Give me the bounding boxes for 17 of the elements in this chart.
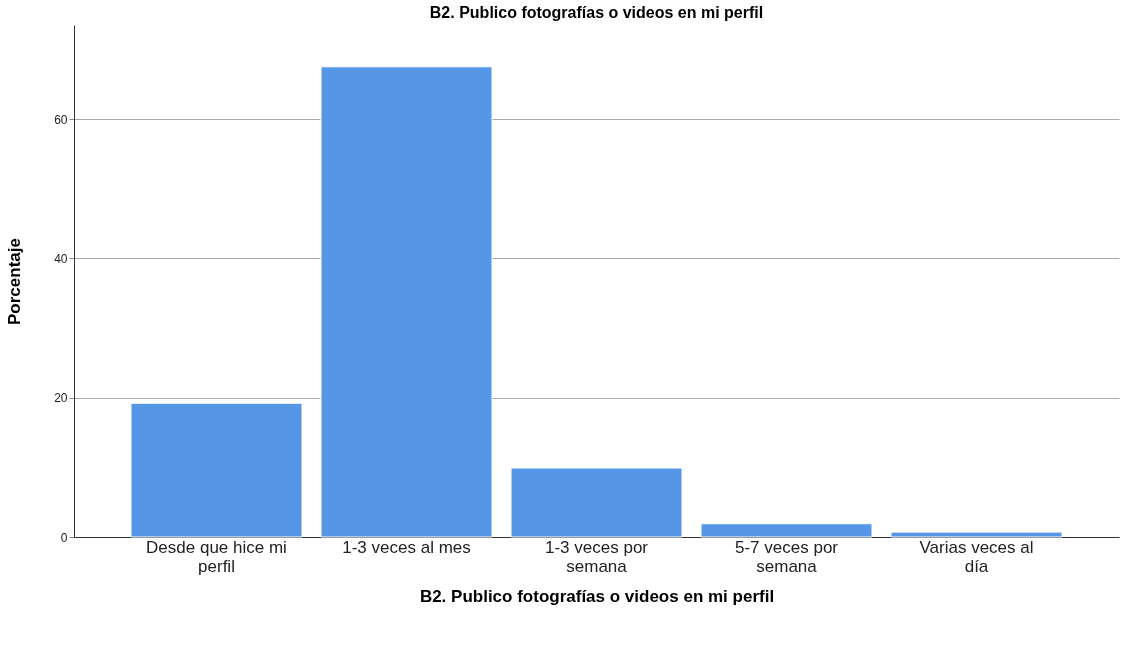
bar — [510, 467, 683, 538]
bar — [700, 523, 873, 538]
bar — [130, 402, 303, 538]
y-tick-label: 0 — [60, 530, 68, 545]
y-tick-label: 20 — [54, 391, 68, 406]
chart-title: B2. Publico fotografías o videos en mi perfil — [429, 4, 764, 21]
y-tick-label: 40 — [54, 251, 68, 266]
x-tick-label: 1-3 veces por semana — [545, 537, 649, 576]
bar — [890, 531, 1063, 538]
x-tick-label: Varias veces al día — [919, 537, 1034, 576]
bar — [320, 66, 493, 538]
x-tick-label: 1-3 veces al mes — [342, 537, 471, 557]
y-tick-label: 60 — [54, 112, 68, 127]
x-tick-label: 5-7 veces por semana — [735, 537, 839, 576]
x-axis-title: B2. Publico fotografías o videos en mi perfil — [419, 586, 775, 606]
x-tick-label: Desde que hice mi perfil — [146, 537, 287, 576]
y-axis-title: Porcentaje — [5, 238, 25, 325]
